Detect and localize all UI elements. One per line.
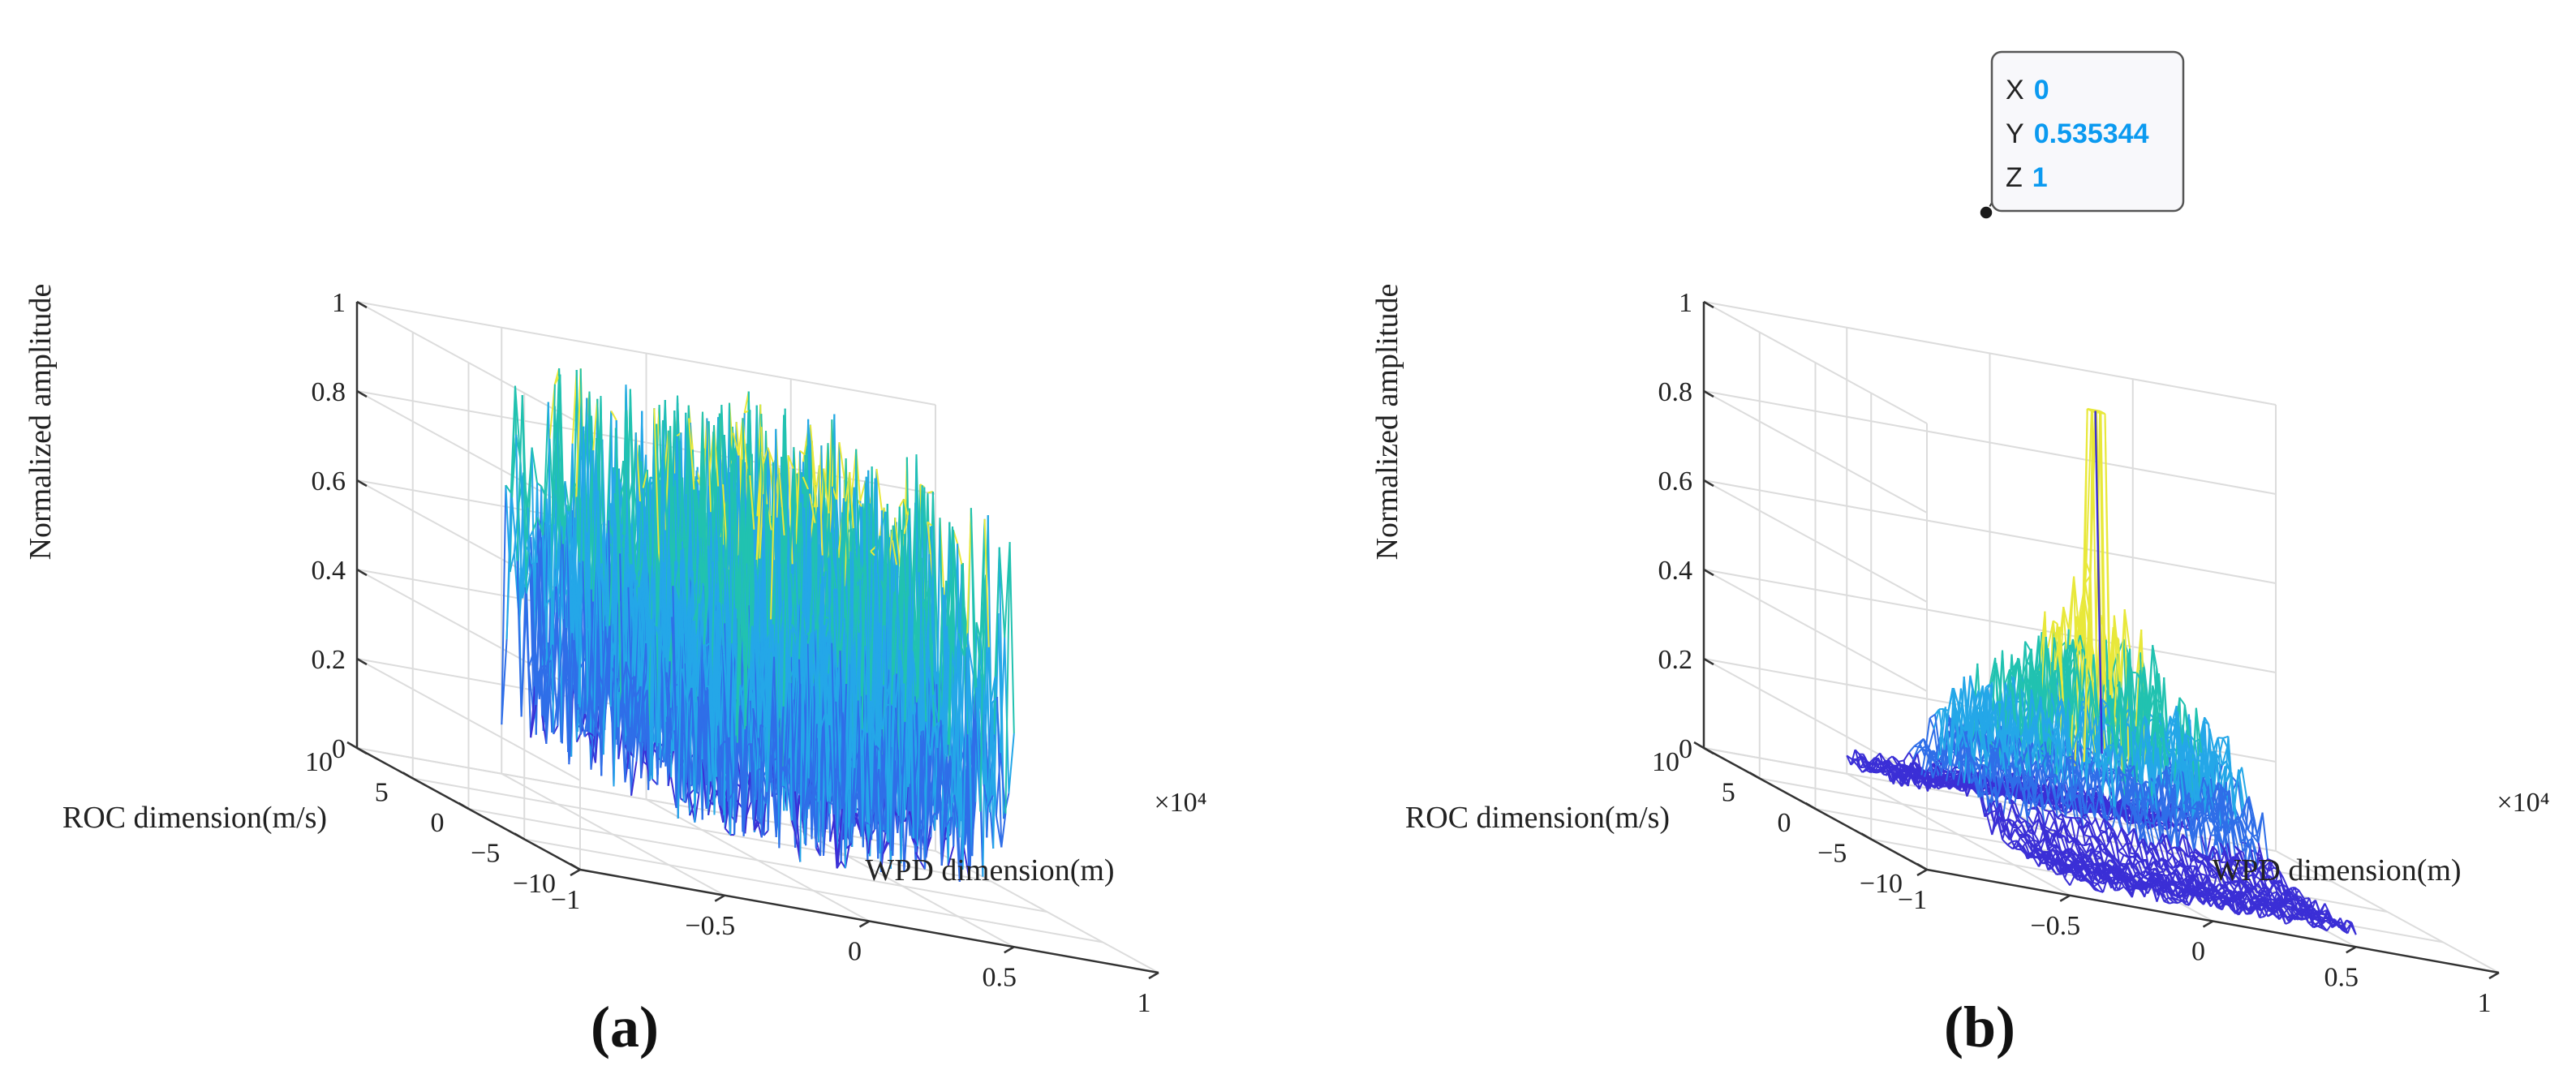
mesh-segment — [531, 563, 537, 706]
mesh-segment — [537, 517, 544, 716]
mesh-segment — [583, 692, 591, 737]
mesh-segment — [501, 485, 507, 725]
mesh-segment — [578, 426, 585, 707]
mesh-segment — [530, 704, 537, 738]
mesh-segment — [606, 410, 613, 534]
mesh-segment — [501, 638, 508, 725]
mesh-segment — [598, 673, 605, 691]
mesh-segment — [531, 561, 537, 565]
mesh-segment — [542, 535, 548, 664]
mesh-segment — [567, 633, 574, 753]
mesh-segment — [505, 484, 512, 494]
mesh-segment — [575, 368, 582, 497]
mesh-segment — [510, 385, 516, 493]
side-wall-gridline — [356, 390, 581, 514]
mesh-segment — [571, 369, 578, 444]
side-wall-gridline — [356, 301, 581, 424]
mesh-segment — [516, 394, 523, 561]
mesh-segment — [571, 496, 578, 634]
mesh-segment — [610, 410, 617, 421]
mesh-segment — [516, 561, 523, 717]
mesh-segment — [557, 409, 563, 744]
mesh-segment — [631, 510, 639, 614]
mesh-segment — [527, 541, 533, 565]
mesh-segment — [519, 459, 527, 588]
mesh-segment — [583, 426, 590, 733]
mesh-segment — [593, 490, 600, 737]
mesh-segment — [568, 640, 575, 765]
mesh-segment — [511, 434, 518, 498]
mesh-segment — [838, 441, 845, 480]
mesh-segment — [511, 497, 518, 561]
mesh-segment — [526, 563, 533, 594]
mesh-segment — [557, 623, 565, 690]
back-wall-gridline — [356, 747, 936, 852]
mesh-segment — [545, 660, 553, 744]
mesh-segment — [527, 447, 533, 508]
mesh-segment — [531, 517, 539, 531]
mesh-segment — [540, 486, 548, 500]
mesh-segment — [531, 447, 538, 483]
mesh-segment — [556, 490, 563, 526]
mesh-segment — [566, 510, 574, 634]
mesh-segment — [531, 531, 538, 563]
mesh-segment — [557, 544, 564, 690]
mesh-segment — [521, 394, 529, 542]
mesh-segment — [547, 402, 555, 734]
mesh-segment — [578, 707, 586, 737]
mesh-segment — [526, 593, 532, 738]
mesh-segment — [589, 692, 596, 722]
back-wall-gridline — [356, 301, 936, 406]
mesh-segment — [552, 490, 558, 645]
mesh-segment — [541, 663, 548, 716]
mesh-segment — [552, 644, 559, 726]
mesh-segment — [600, 567, 607, 616]
mesh-segment — [594, 673, 600, 722]
mesh-segment — [520, 593, 527, 717]
mesh-segment — [554, 549, 562, 587]
mesh-segment — [541, 716, 548, 745]
side-wall-gridline — [356, 658, 581, 781]
floor-gridline — [468, 808, 1047, 913]
mesh-segment — [592, 398, 599, 451]
mesh-segment — [527, 530, 534, 543]
mesh-segment — [537, 517, 544, 536]
mesh-segment — [540, 537, 548, 744]
mesh-segment — [587, 601, 594, 733]
mesh-segment — [514, 385, 522, 460]
mesh-segment — [586, 398, 593, 749]
panel-a-mesh — [501, 367, 1015, 882]
mesh-segment — [630, 432, 637, 524]
mesh-segment — [542, 402, 549, 536]
mesh-segment — [505, 497, 513, 640]
floor-gridline — [412, 777, 991, 883]
mesh-segment — [553, 406, 561, 517]
floor-gridline — [524, 838, 1103, 943]
mesh-segment — [594, 721, 601, 740]
